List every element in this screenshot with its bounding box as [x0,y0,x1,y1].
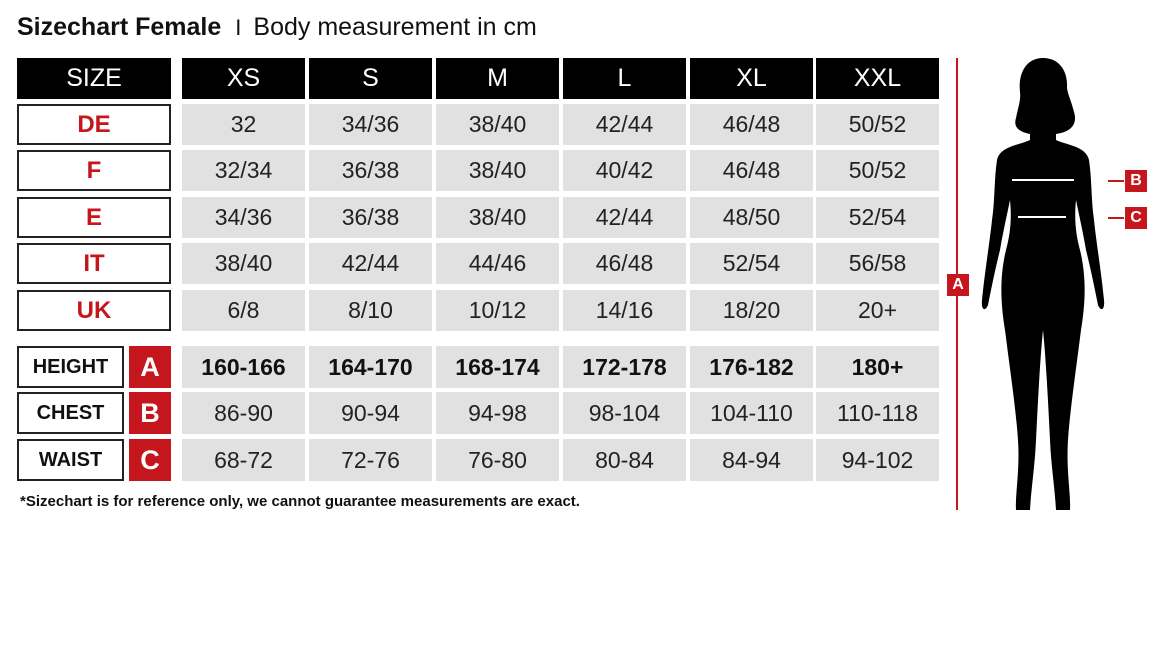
waist-marker: C [1125,207,1147,229]
table-cell: 36/38 [309,150,432,191]
row-label-uk: UK [17,290,171,331]
table-cell: 8/10 [309,290,432,331]
table-cell: 180+ [816,346,939,388]
size-header-l: L [563,58,686,99]
table-cell: 172-178 [563,346,686,388]
row-label-de: DE [17,104,171,145]
table-cell: 32 [182,104,305,145]
chest-marker: B [1125,170,1147,192]
row-label-height: HEIGHT [17,346,124,388]
table-cell: 44/46 [436,243,559,284]
table-cell: 14/16 [563,290,686,331]
body-figure [956,58,1124,510]
table-cell: 46/48 [690,104,813,145]
table-cell: 40/42 [563,150,686,191]
female-silhouette-icon [981,58,1105,510]
table-cell: 72-76 [309,439,432,481]
table-cell: 34/36 [182,197,305,238]
table-cell: 56/58 [816,243,939,284]
table-cell: 160-166 [182,346,305,388]
size-header-s: S [309,58,432,99]
size-header-xs: XS [182,58,305,99]
measure-key-c: C [129,439,171,481]
table-cell: 52/54 [816,197,939,238]
table-cell: 94-102 [816,439,939,481]
row-label-f: F [17,150,171,191]
measure-key-a: A [129,346,171,388]
table-cell: 50/52 [816,150,939,191]
table-cell: 36/38 [309,197,432,238]
table-cell: 90-94 [309,392,432,434]
table-cell: 110-118 [816,392,939,434]
table-cell: 42/44 [309,243,432,284]
table-cell: 94-98 [436,392,559,434]
table-cell: 52/54 [690,243,813,284]
table-cell: 18/20 [690,290,813,331]
table-cell: 42/44 [563,197,686,238]
size-header-m: M [436,58,559,99]
title-subtitle: Body measurement in cm [253,13,537,41]
table-cell: 76-80 [436,439,559,481]
table-cell: 168-174 [436,346,559,388]
table-cell: 48/50 [690,197,813,238]
table-cell: 38/40 [436,150,559,191]
page-title: Sizechart Female I Body measurement in cm [17,13,537,42]
row-label-waist: WAIST [17,439,124,481]
row-label-it: IT [17,243,171,284]
table-cell: 6/8 [182,290,305,331]
table-cell: 10/12 [436,290,559,331]
table-cell: 98-104 [563,392,686,434]
table-cell: 32/34 [182,150,305,191]
table-cell: 50/52 [816,104,939,145]
table-cell: 84-94 [690,439,813,481]
table-cell: 38/40 [182,243,305,284]
size-header-xxl: XXL [816,58,939,99]
table-cell: 34/36 [309,104,432,145]
row-label-e: E [17,197,171,238]
table-cell: 86-90 [182,392,305,434]
table-cell: 46/48 [563,243,686,284]
table-cell: 68-72 [182,439,305,481]
table-cell: 164-170 [309,346,432,388]
table-cell: 20+ [816,290,939,331]
title-main: Sizechart Female [17,13,222,41]
table-cell: 38/40 [436,104,559,145]
table-cell: 42/44 [563,104,686,145]
table-cell: 46/48 [690,150,813,191]
height-marker: A [947,274,969,296]
title-separator: I [235,15,242,40]
row-label-chest: CHEST [17,392,124,434]
measure-key-b: B [129,392,171,434]
table-cell: 176-182 [690,346,813,388]
table-cell: 104-110 [690,392,813,434]
table-cell: 38/40 [436,197,559,238]
size-header-xl: XL [690,58,813,99]
size-header-label: SIZE [17,58,171,99]
table-cell: 80-84 [563,439,686,481]
footnote: *Sizechart is for reference only, we can… [20,493,580,510]
